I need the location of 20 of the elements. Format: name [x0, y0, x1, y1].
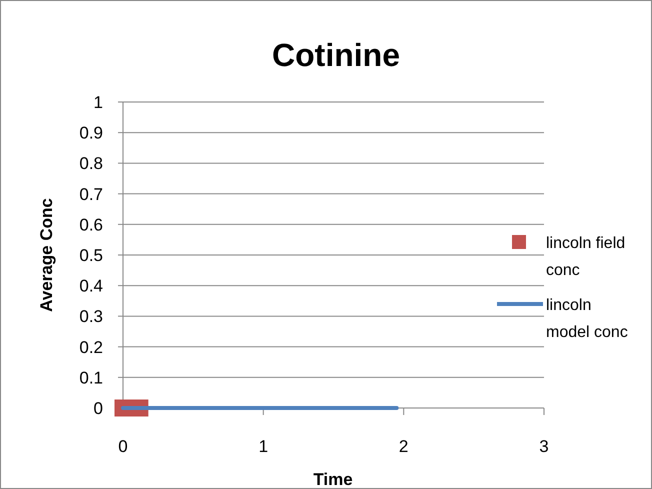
x-tick-label: 3	[539, 437, 549, 456]
x-axis-title: Time	[313, 470, 353, 489]
y-tick-label: 1	[94, 93, 103, 112]
x-tick-label: 1	[258, 437, 268, 456]
x-tick-label: 0	[118, 437, 128, 456]
x-tick-label: 2	[398, 437, 408, 456]
legend-label: lincoln field conc	[546, 235, 626, 279]
y-tick-label: 0.2	[79, 338, 103, 357]
y-tick-label: 0.5	[79, 246, 103, 265]
y-tick-label: 0.8	[79, 154, 103, 174]
y-tick-label: 0.1	[79, 368, 103, 388]
y-tick-label: 0.6	[79, 215, 103, 234]
y-tick-label: 0.7	[79, 184, 103, 204]
y-tick-label: 0.3	[79, 307, 103, 326]
y-tick-label: 0	[94, 399, 103, 418]
y-tick-label: 0.9	[79, 124, 103, 143]
y-axis-title: Average Conc	[37, 198, 56, 312]
legend-label: lincoln model conc	[546, 297, 628, 341]
y-tick-label: 0.4	[79, 276, 103, 296]
chart-title: Cotinine	[272, 37, 400, 73]
